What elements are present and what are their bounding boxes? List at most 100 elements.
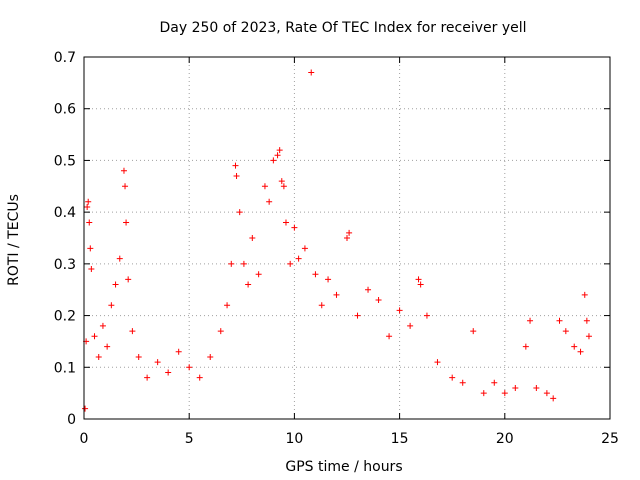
y-tick-label: 0.1 [54,360,76,376]
data-point [585,333,592,340]
y-tick-label: 0.6 [54,102,76,118]
data-point [278,178,285,185]
data-point [99,322,106,329]
data-point [91,333,98,340]
data-point [562,328,569,335]
data-point [312,271,319,278]
y-tick-label: 0.3 [54,257,76,273]
data-point [291,224,298,231]
data-point [240,260,247,267]
x-tick-label: 15 [391,431,409,447]
data-point [165,369,172,376]
y-tick-label: 0.5 [54,153,76,169]
data-point [423,312,430,319]
data-point [581,291,588,298]
data-point [122,183,129,190]
x-tick-label: 20 [496,431,514,447]
data-point [287,260,294,267]
data-point [125,276,132,283]
x-tick-label: 10 [285,431,303,447]
data-point [346,229,353,236]
data-point [295,255,302,262]
data-point [217,328,224,335]
data-point [228,260,235,267]
data-point [512,384,519,391]
data-points [82,69,592,412]
data-point [233,172,240,179]
data-point [144,374,151,381]
plot-frame [83,56,611,420]
data-point [407,322,414,329]
data-point [434,359,441,366]
y-tick-label: 0 [67,412,76,428]
data-point [365,286,372,293]
data-point [550,395,557,402]
data-point [354,312,361,319]
data-point [491,379,498,386]
data-point [396,307,403,314]
data-point [308,69,315,76]
y-tick-label: 0.4 [54,205,76,221]
data-point [583,317,590,324]
data-point [175,348,182,355]
x-axis-label: GPS time / hours [285,459,402,475]
data-point [266,198,273,205]
data-point [82,405,89,412]
data-point [276,147,283,154]
data-point [386,333,393,340]
data-point [88,266,95,273]
data-point [375,297,382,304]
data-point [135,353,142,360]
data-point [249,235,256,241]
data-point [522,343,529,350]
data-point [417,281,424,288]
x-tick-label: 0 [80,431,89,447]
data-point [236,209,243,216]
y-tick-label: 0.2 [54,309,76,325]
data-point [501,390,508,397]
data-point [129,328,136,335]
data-point [112,281,119,288]
data-point [245,281,252,288]
data-point [449,374,456,381]
data-point [120,167,127,174]
data-point [344,235,350,241]
data-point [543,390,550,397]
data-point [556,317,563,324]
data-point [186,364,193,371]
data-point [207,353,214,360]
data-point [95,353,102,360]
data-point [154,359,161,366]
data-point [325,276,332,283]
y-tick-label: 0.7 [54,50,76,66]
data-point [123,219,130,226]
y-axis-label: ROTI / TECUs [6,194,22,286]
data-point [533,384,540,391]
data-point [86,219,93,226]
data-point [571,343,578,350]
data-point [116,255,123,262]
data-point [318,302,325,309]
grid-lines [84,57,610,419]
axis-ticks: 0 5 10 15 20 25 0 0.1 0.2 0.3 0.4 0.5 0.6 0.7 [54,50,619,447]
data-point [333,291,340,298]
data-point [84,203,91,210]
data-point [301,245,308,252]
data-point [232,162,239,169]
data-point [270,157,277,164]
data-point [224,302,231,309]
data-point [527,317,534,324]
data-point [577,348,584,355]
data-point [85,198,92,205]
data-point [459,379,466,386]
data-point [274,152,281,159]
chart-title: Day 250 of 2023, Rate Of TEC Index for r… [159,20,526,36]
data-point [282,219,289,226]
data-point [480,390,487,397]
data-point [108,302,115,309]
data-point [255,271,262,278]
data-point [415,276,422,283]
data-point [470,328,477,335]
x-tick-label: 25 [601,431,619,447]
